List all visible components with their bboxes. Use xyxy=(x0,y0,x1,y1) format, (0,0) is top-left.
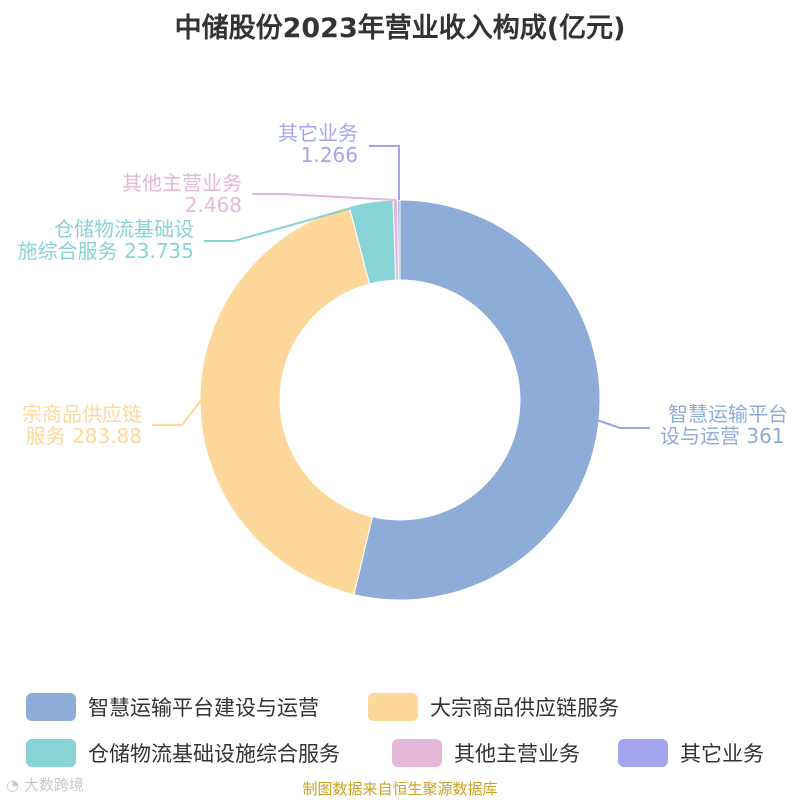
data-source-note: 制图数据来自恒生聚源数据库 xyxy=(302,780,498,798)
slice-label-value: 1.266 xyxy=(300,143,358,167)
legend-label: 智慧运输平台建设与运营 xyxy=(88,696,319,720)
slice-label-line: 仓储物流基础设 xyxy=(54,217,194,241)
leader-line-yellow xyxy=(152,394,206,426)
legend-label: 其他主营业务 xyxy=(454,742,580,766)
slice-label-value: 设与运营 361 xyxy=(660,424,785,448)
leader-line-blue xyxy=(596,419,650,429)
slice-label-pink: 其他主营业务 2.468 xyxy=(122,172,242,216)
watermark: ◔ 大数跨境 xyxy=(6,774,84,795)
donut-slices xyxy=(199,199,601,601)
legend-swatch xyxy=(618,739,668,767)
slice-label-line: 其他主营业务 xyxy=(122,171,242,195)
legend-item-other[interactable]: 其它业务 xyxy=(618,738,764,768)
slice-label-value: 施综合服务 23.735 xyxy=(17,239,194,263)
legend-item-warehousing[interactable]: 仓储物流基础设施综合服务 xyxy=(26,738,340,768)
legend-label: 其它业务 xyxy=(680,742,764,766)
slice-label-yellow: 宗商品供应链 服务 283.88 xyxy=(22,403,142,447)
watermark-text: 大数跨境 xyxy=(23,776,84,794)
legend-label: 大宗商品供应链服务 xyxy=(430,696,619,720)
slice-label-line: 其它业务 xyxy=(278,121,358,145)
chart-title: 中储股份2023年营业收入构成(亿元) xyxy=(174,13,626,44)
slice-label-line: 宗商品供应链 xyxy=(22,402,142,426)
legend-item-bulk-supply-chain[interactable]: 大宗商品供应链服务 xyxy=(368,692,619,722)
slice-label-teal: 仓储物流基础设 施综合服务 23.735 xyxy=(18,218,194,262)
donut-slice-0[interactable] xyxy=(353,199,601,601)
slice-label-value: 2.468 xyxy=(184,193,242,217)
leader-line-teal xyxy=(204,207,353,242)
leader-line-pink xyxy=(252,193,397,201)
legend-swatch xyxy=(26,739,76,767)
slice-label-line: 智慧运输平台 xyxy=(668,402,788,426)
donut-slice-4[interactable] xyxy=(397,199,401,281)
legend-swatch xyxy=(368,693,418,721)
slice-label-blue: 智慧运输平台 设与运营 361 xyxy=(660,403,788,447)
legend-swatch xyxy=(392,739,442,767)
donut-slice-1[interactable] xyxy=(199,205,374,596)
legend-swatch xyxy=(26,693,76,721)
watermark-logo-icon: ◔ xyxy=(6,776,24,794)
legend-item-other-main[interactable]: 其他主营业务 xyxy=(392,738,580,768)
leader-line-purple xyxy=(369,145,400,200)
legend-label: 仓储物流基础设施综合服务 xyxy=(88,742,340,766)
legend-item-smart-transport[interactable]: 智慧运输平台建设与运营 xyxy=(26,692,319,722)
slice-label-purple: 其它业务 1.266 xyxy=(278,122,358,166)
slice-label-value: 服务 283.88 xyxy=(25,424,142,448)
